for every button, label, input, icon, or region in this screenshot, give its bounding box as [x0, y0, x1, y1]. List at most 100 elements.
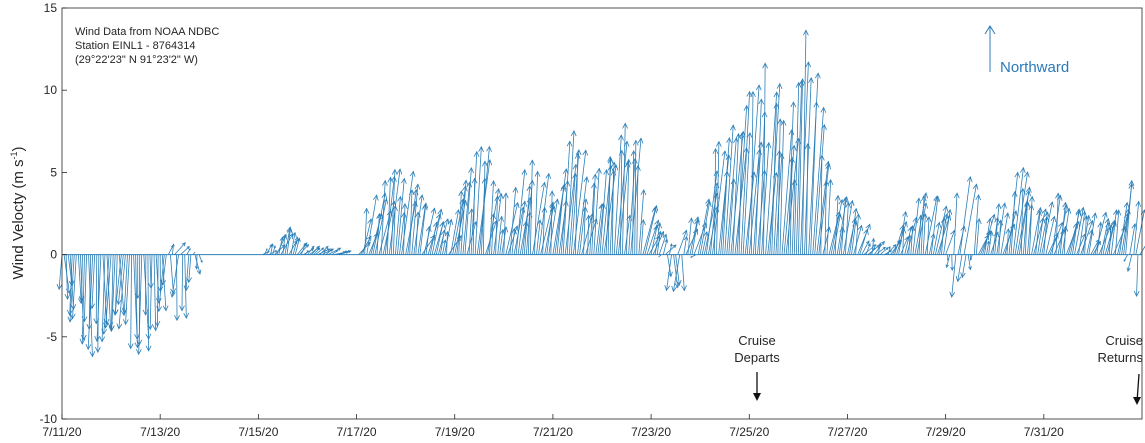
- wind-arrow-shaft: [101, 254, 106, 342]
- wind-arrow-shaft: [493, 193, 502, 255]
- wind-arrow-head: [813, 101, 820, 108]
- wind-arrow-head: [972, 183, 979, 190]
- wind-arrow-shaft: [460, 180, 467, 255]
- wind-arrow-head: [827, 178, 834, 186]
- wind-arrow-shaft: [759, 112, 766, 255]
- wind-arrow-head: [502, 192, 509, 199]
- wind-arrow-head: [179, 305, 185, 312]
- wind-arrow-head: [583, 176, 590, 183]
- wind-arrow-shaft: [95, 254, 98, 324]
- wind-arrow-head: [265, 248, 268, 251]
- wind-arrow-head: [611, 161, 617, 168]
- wind-arrow-shaft: [554, 168, 567, 255]
- wind-arrow-head: [282, 234, 287, 240]
- wind-arrow-head: [725, 154, 732, 161]
- wind-arrow-head: [400, 211, 407, 219]
- wind-arrow: [566, 130, 577, 255]
- wind-arrow: [683, 235, 689, 255]
- wind-arrow-shaft: [474, 146, 482, 255]
- wind-arrow-shaft: [887, 246, 891, 255]
- wind-arrow-shaft: [69, 254, 75, 322]
- wind-arrow-head: [486, 145, 492, 152]
- wind-arrow-shaft: [435, 221, 444, 255]
- wind-arrow-shaft: [268, 250, 277, 255]
- wind-arrow-head: [1081, 210, 1087, 218]
- wind-arrow-head: [497, 192, 504, 200]
- wind-arrow-shaft: [714, 148, 716, 255]
- wind-arrow-shaft: [834, 195, 839, 255]
- station-info-line-3: (29°22'23" N 91°23'2" W): [75, 54, 198, 66]
- wind-arrow: [278, 236, 284, 255]
- wind-arrow-shaft: [654, 223, 661, 255]
- wind-arrow-head: [478, 145, 484, 153]
- wind-arrow-shaft: [186, 248, 191, 255]
- wind-arrow: [949, 254, 957, 298]
- wind-arrow: [940, 217, 947, 255]
- cruise-returns-line-1: Cruise: [1105, 333, 1143, 348]
- wind-arrow-head: [857, 224, 864, 232]
- wind-arrow: [1094, 211, 1108, 255]
- wind-arrow-head: [560, 185, 567, 192]
- wind-arrow: [112, 254, 122, 316]
- wind-arrow-head: [311, 245, 315, 249]
- wind-arrow: [89, 254, 96, 310]
- wind-arrow-shaft: [744, 172, 755, 255]
- wind-arrow: [56, 254, 63, 291]
- wind-arrow-head: [865, 223, 871, 230]
- wind-arrow: [194, 254, 199, 270]
- wind-arrow-head: [730, 178, 737, 185]
- wind-arrow-shaft: [591, 174, 596, 255]
- wind-arrow-shaft: [423, 208, 435, 255]
- wind-arrow-head: [682, 229, 688, 236]
- wind-arrow-shaft: [184, 254, 187, 319]
- wind-arrow: [635, 164, 641, 255]
- wind-arrow-head: [321, 247, 325, 251]
- down-arrow-icon: [753, 372, 761, 401]
- wind-arrow: [67, 254, 75, 323]
- wind-arrow-head: [162, 305, 169, 312]
- wind-arrow-head: [562, 168, 569, 175]
- wind-arrow: [444, 230, 450, 255]
- wind-arrow-shaft: [738, 133, 743, 255]
- wind-arrow-head: [1011, 190, 1018, 197]
- wind-arrow-shaft: [1080, 220, 1093, 255]
- wind-arrow-shaft: [1004, 210, 1017, 255]
- wind-arrow-shaft: [313, 247, 320, 255]
- x-tick-label: 7/27/20: [827, 425, 867, 439]
- wind-arrow: [675, 254, 682, 287]
- wind-arrow-shaft: [918, 215, 922, 255]
- wind-arrow: [180, 245, 190, 255]
- wind-arrow-shaft: [171, 254, 179, 298]
- wind-arrow-shaft: [282, 235, 286, 255]
- wind-arrow-shaft: [495, 196, 498, 255]
- wind-arrow-shaft: [1127, 254, 1133, 272]
- wind-arrow-shaft: [392, 205, 396, 255]
- wind-arrow-shaft: [595, 204, 603, 255]
- wind-arrow: [1041, 201, 1055, 255]
- wind-arrow: [851, 220, 858, 255]
- wind-arrow-shaft: [415, 212, 419, 255]
- wind-arrow-head: [1005, 228, 1012, 235]
- wind-arrow: [366, 194, 379, 255]
- wind-arrow-head: [89, 303, 96, 310]
- wind-arrow-shaft: [587, 215, 590, 255]
- wind-arrow: [147, 254, 154, 331]
- wind-arrow-shaft: [1136, 254, 1139, 297]
- wind-arrow-head: [1065, 207, 1072, 214]
- wind-arrow: [307, 245, 315, 255]
- wind-arrow: [122, 254, 130, 326]
- wind-arrow-head: [912, 216, 918, 224]
- wind-arrow: [699, 200, 712, 255]
- wind-arrow-head: [409, 170, 416, 177]
- wind-arrow-shaft: [789, 157, 793, 255]
- wind-arrow: [879, 247, 889, 255]
- wind-arrow-shaft: [781, 129, 793, 255]
- wind-arrow-head: [885, 247, 889, 250]
- wind-arrow-head: [1128, 179, 1135, 186]
- wind-arrow-shaft: [634, 140, 637, 255]
- wind-arrow: [593, 167, 602, 255]
- wind-arrow-head: [878, 242, 882, 246]
- wind-arrow-shaft: [1025, 200, 1028, 255]
- wind-arrow-head: [127, 343, 134, 350]
- wind-arrow-shaft: [1063, 226, 1067, 255]
